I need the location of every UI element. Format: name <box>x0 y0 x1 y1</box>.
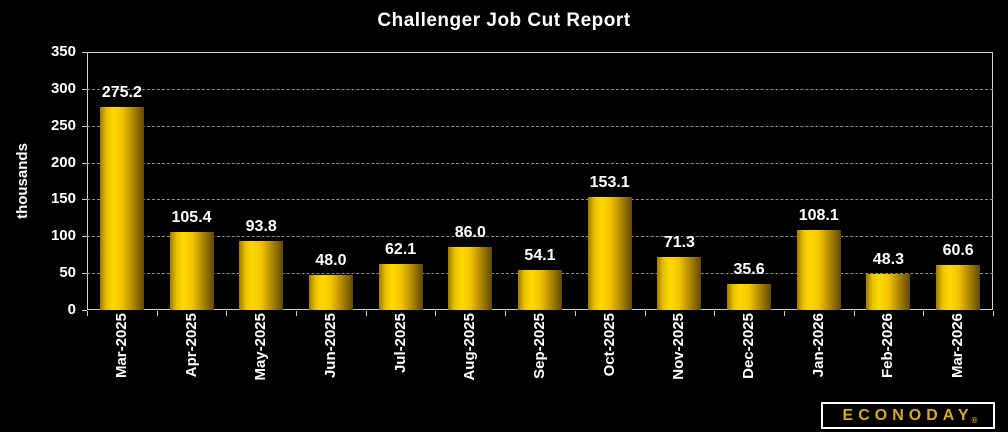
x-axis-label-Nov-2025: Nov-2025 <box>670 313 688 380</box>
bar-value-Apr-2025: 105.4 <box>171 209 212 227</box>
x-axis-label-Dec-2025: Dec-2025 <box>740 313 758 379</box>
gridline-200 <box>87 162 993 164</box>
x-tick-mark-11 <box>853 311 855 316</box>
x-tick-mark-8 <box>644 311 646 316</box>
y-tick-mark-300 <box>82 88 87 90</box>
x-tick-mark-10 <box>783 311 785 316</box>
x-axis-label-Jul-2025: Jul-2025 <box>391 313 409 374</box>
y-tick-mark-150 <box>82 199 87 201</box>
bar-value-Feb-2026: 48.3 <box>872 251 905 269</box>
bar-value-Mar-2026: 60.6 <box>942 242 974 260</box>
x-axis-label-Mar-2026: Mar-2026 <box>949 313 967 379</box>
y-tick-label-300: 300 <box>50 79 76 97</box>
bar-Aug-2025 <box>448 246 493 310</box>
bar-Mar-2026 <box>936 265 981 310</box>
x-tick-mark-1 <box>156 311 158 316</box>
x-tick-mark-12 <box>923 311 925 316</box>
bar-Oct-2025 <box>587 197 632 310</box>
y-tick-mark-100 <box>82 236 87 238</box>
x-tick-mark-5 <box>435 311 437 316</box>
bar-Jan-2026 <box>796 230 841 310</box>
x-tick-mark-0 <box>87 311 88 316</box>
gridline-150 <box>87 199 993 201</box>
x-tick-mark-13 <box>993 311 994 316</box>
y-tick-mark-50 <box>82 273 87 275</box>
x-axis-label-Aug-2025: Aug-2025 <box>461 313 479 381</box>
bar-value-Jul-2025: 62.1 <box>385 241 417 259</box>
bar-Mar-2025 <box>99 107 144 310</box>
y-tick-mark-350 <box>82 52 87 53</box>
bar-value-Jan-2026: 108.1 <box>798 207 839 225</box>
gridline-300 <box>87 88 993 90</box>
bar-Feb-2026 <box>866 274 911 310</box>
x-axis-label-May-2025: May-2025 <box>252 313 270 381</box>
bar-Jun-2025 <box>308 274 353 310</box>
x-axis-label-Mar-2025: Mar-2025 <box>112 313 130 379</box>
bar-value-Aug-2025: 86.0 <box>454 223 486 241</box>
y-tick-label-200: 200 <box>50 153 76 171</box>
x-axis-label-Sep-2025: Sep-2025 <box>531 313 548 379</box>
x-tick-mark-2 <box>226 311 228 316</box>
x-tick-mark-4 <box>365 311 367 316</box>
y-tick-mark-250 <box>82 125 87 127</box>
y-tick-label-0: 0 <box>67 301 76 318</box>
chart-title: Challenger Job Cut Report <box>377 10 631 31</box>
y-tick-mark-0 <box>82 310 87 311</box>
x-tick-mark-3 <box>296 311 298 316</box>
bar-Nov-2025 <box>657 257 702 310</box>
gridline-250 <box>87 125 993 127</box>
registered-trademark-icon: ® <box>971 416 978 425</box>
x-tick-mark-7 <box>574 311 576 316</box>
y-tick-mark-200 <box>82 162 87 164</box>
x-axis-label-Apr-2025: Apr-2025 <box>182 313 200 378</box>
x-tick-mark-9 <box>714 311 716 316</box>
x-axis-label-Jan-2026: Jan-2026 <box>809 313 827 378</box>
x-axis-label-Jun-2025: Jun-2025 <box>321 313 339 379</box>
bar-Dec-2025 <box>727 283 772 310</box>
y-tick-label-350: 350 <box>50 43 76 60</box>
bar-value-Nov-2025: 71.3 <box>663 234 695 252</box>
x-axis-label-Oct-2025: Oct-2025 <box>600 313 618 377</box>
y-tick-label-100: 100 <box>50 227 76 245</box>
y-axis-title: thousands <box>14 143 31 219</box>
bar-value-May-2025: 93.8 <box>245 217 277 235</box>
bar-value-Dec-2025: 35.6 <box>733 260 765 278</box>
bar-Sep-2025 <box>518 270 562 310</box>
y-tick-label-150: 150 <box>50 190 76 208</box>
y-tick-label-50: 50 <box>59 264 76 282</box>
econoday-logo-text: ECONODAY <box>842 406 974 424</box>
y-tick-label-250: 250 <box>50 116 76 134</box>
bar-Apr-2025 <box>169 232 214 310</box>
econoday-logo: ECONODAY ® <box>821 402 995 429</box>
x-axis-label-Feb-2026: Feb-2026 <box>879 313 897 379</box>
bar-value-Sep-2025: 54.1 <box>524 247 556 265</box>
bar-Jul-2025 <box>378 264 423 310</box>
gridline-100 <box>87 236 993 238</box>
x-tick-mark-6 <box>505 311 507 316</box>
bar-value-Jun-2025: 48.0 <box>315 251 347 269</box>
bar-value-Mar-2025: 275.2 <box>101 84 142 102</box>
bar-May-2025 <box>239 240 284 310</box>
bar-value-Oct-2025: 153.1 <box>589 174 630 192</box>
